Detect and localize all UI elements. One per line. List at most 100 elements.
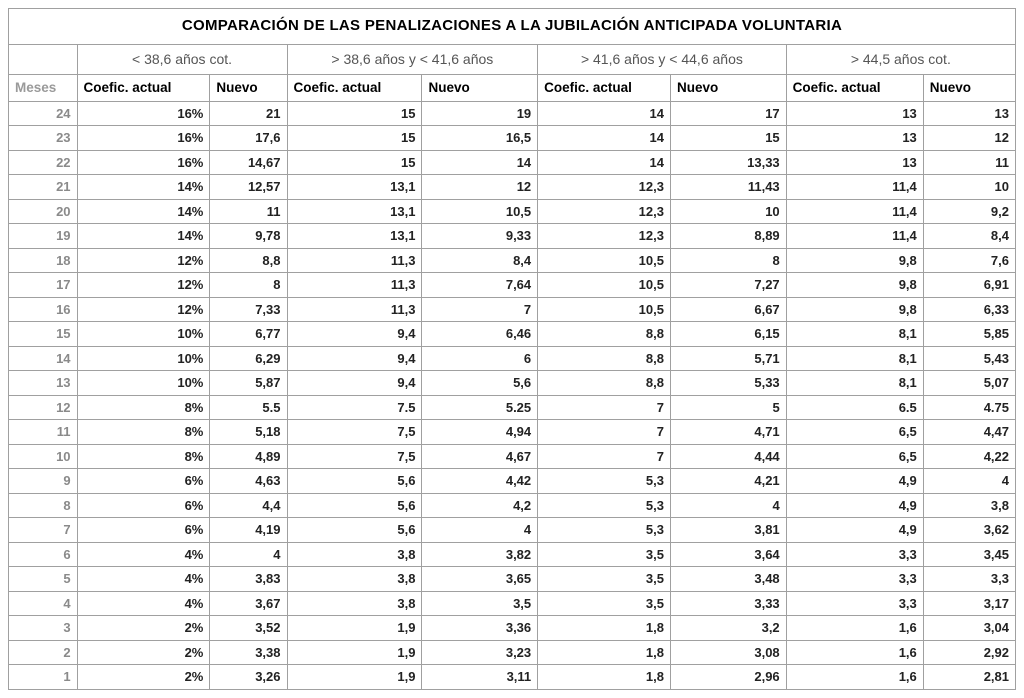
cell-coef-1: 6% — [77, 518, 210, 543]
cell-coef-2: 7,5 — [287, 420, 422, 445]
cell-coef-3: 14 — [538, 150, 671, 175]
cell-nuevo-4: 4.75 — [923, 395, 1015, 420]
cell-coef-4: 13 — [786, 150, 923, 175]
cell-coef-1: 6% — [77, 469, 210, 494]
cell-coef-4: 13 — [786, 101, 923, 126]
cell-coef-3: 8,8 — [538, 371, 671, 396]
cell-coef-4: 8,1 — [786, 346, 923, 371]
table-row: 1812%8,811,38,410,589,87,6 — [9, 248, 1016, 273]
table-row: 22%3,381,93,231,83,081,62,92 — [9, 640, 1016, 665]
cell-coef-3: 14 — [538, 126, 671, 151]
cell-coef-4: 4,9 — [786, 518, 923, 543]
cell-coef-2: 15 — [287, 101, 422, 126]
cell-nuevo-4: 6,33 — [923, 297, 1015, 322]
cell-coef-3: 7 — [538, 444, 671, 469]
cell-coef-4: 11,4 — [786, 175, 923, 200]
cell-nuevo-2: 3,82 — [422, 542, 538, 567]
cell-meses: 12 — [9, 395, 78, 420]
cell-nuevo-2: 3,23 — [422, 640, 538, 665]
cell-nuevo-1: 5,18 — [210, 420, 287, 445]
cell-coef-2: 7,5 — [287, 444, 422, 469]
cell-meses: 14 — [9, 346, 78, 371]
cell-coef-1: 2% — [77, 665, 210, 690]
band-header-2: > 38,6 años y < 41,6 años — [287, 44, 538, 74]
cell-coef-2: 13,1 — [287, 199, 422, 224]
cell-coef-2: 13,1 — [287, 224, 422, 249]
table-row: 96%4,635,64,425,34,214,94 — [9, 469, 1016, 494]
cell-nuevo-4: 13 — [923, 101, 1015, 126]
cell-meses: 18 — [9, 248, 78, 273]
cell-nuevo-1: 3,67 — [210, 591, 287, 616]
cell-coef-3: 1,8 — [538, 640, 671, 665]
cell-coef-4: 4,9 — [786, 493, 923, 518]
penalties-table: COMPARACIÓN DE LAS PENALIZACIONES A LA J… — [8, 8, 1016, 690]
cell-coef-3: 12,3 — [538, 224, 671, 249]
cell-nuevo-3: 3,2 — [670, 616, 786, 641]
cell-coef-2: 1,9 — [287, 616, 422, 641]
cell-coef-2: 5,6 — [287, 518, 422, 543]
cell-coef-1: 10% — [77, 322, 210, 347]
cell-meses: 7 — [9, 518, 78, 543]
cell-meses: 11 — [9, 420, 78, 445]
cell-coef-3: 8,8 — [538, 322, 671, 347]
cell-coef-3: 1,8 — [538, 665, 671, 690]
cell-nuevo-2: 3,5 — [422, 591, 538, 616]
cell-nuevo-3: 5,71 — [670, 346, 786, 371]
cell-nuevo-1: 3,52 — [210, 616, 287, 641]
cell-nuevo-1: 7,33 — [210, 297, 287, 322]
cell-coef-1: 12% — [77, 248, 210, 273]
col-nuevo-1: Nuevo — [210, 74, 287, 101]
cell-nuevo-2: 6,46 — [422, 322, 538, 347]
cell-nuevo-1: 4 — [210, 542, 287, 567]
cell-nuevo-3: 5 — [670, 395, 786, 420]
cell-nuevo-3: 3,48 — [670, 567, 786, 592]
cell-coef-3: 12,3 — [538, 175, 671, 200]
cell-coef-2: 15 — [287, 150, 422, 175]
cell-nuevo-3: 3,81 — [670, 518, 786, 543]
cell-nuevo-2: 5,6 — [422, 371, 538, 396]
cell-coef-3: 8,8 — [538, 346, 671, 371]
cell-coef-3: 3,5 — [538, 542, 671, 567]
cell-coef-4: 11,4 — [786, 199, 923, 224]
table-body: 2416%211519141713132316%17,61516,5141513… — [9, 101, 1016, 689]
cell-nuevo-3: 8,89 — [670, 224, 786, 249]
cell-nuevo-2: 19 — [422, 101, 538, 126]
cell-nuevo-1: 4,19 — [210, 518, 287, 543]
cell-nuevo-2: 4 — [422, 518, 538, 543]
cell-nuevo-2: 16,5 — [422, 126, 538, 151]
cell-coef-1: 10% — [77, 371, 210, 396]
cell-nuevo-3: 13,33 — [670, 150, 786, 175]
cell-coef-3: 7 — [538, 395, 671, 420]
cell-nuevo-1: 4,4 — [210, 493, 287, 518]
col-nuevo-4: Nuevo — [923, 74, 1015, 101]
cell-coef-2: 1,9 — [287, 665, 422, 690]
cell-coef-3: 10,5 — [538, 248, 671, 273]
cell-meses: 1 — [9, 665, 78, 690]
cell-nuevo-2: 4,67 — [422, 444, 538, 469]
col-coef-4: Coefic. actual — [786, 74, 923, 101]
cell-nuevo-4: 3,3 — [923, 567, 1015, 592]
cell-coef-4: 3,3 — [786, 591, 923, 616]
cell-nuevo-3: 6,15 — [670, 322, 786, 347]
table-row: 1612%7,3311,3710,56,679,86,33 — [9, 297, 1016, 322]
cell-coef-2: 13,1 — [287, 175, 422, 200]
cell-nuevo-3: 2,96 — [670, 665, 786, 690]
cell-nuevo-2: 3,65 — [422, 567, 538, 592]
cell-coef-2: 5,6 — [287, 493, 422, 518]
col-coef-1: Coefic. actual — [77, 74, 210, 101]
meses-header: Meses — [9, 74, 78, 101]
cell-nuevo-1: 21 — [210, 101, 287, 126]
cell-nuevo-2: 6 — [422, 346, 538, 371]
table-row: 32%3,521,93,361,83,21,63,04 — [9, 616, 1016, 641]
cell-coef-2: 7.5 — [287, 395, 422, 420]
table-row: 118%5,187,54,9474,716,54,47 — [9, 420, 1016, 445]
cell-nuevo-2: 5.25 — [422, 395, 538, 420]
cell-nuevo-3: 3,64 — [670, 542, 786, 567]
cell-coef-4: 9,8 — [786, 297, 923, 322]
cell-coef-1: 16% — [77, 150, 210, 175]
cell-nuevo-4: 3,8 — [923, 493, 1015, 518]
cell-coef-1: 8% — [77, 444, 210, 469]
cell-coef-2: 9,4 — [287, 346, 422, 371]
cell-coef-3: 14 — [538, 101, 671, 126]
cell-coef-4: 6,5 — [786, 420, 923, 445]
